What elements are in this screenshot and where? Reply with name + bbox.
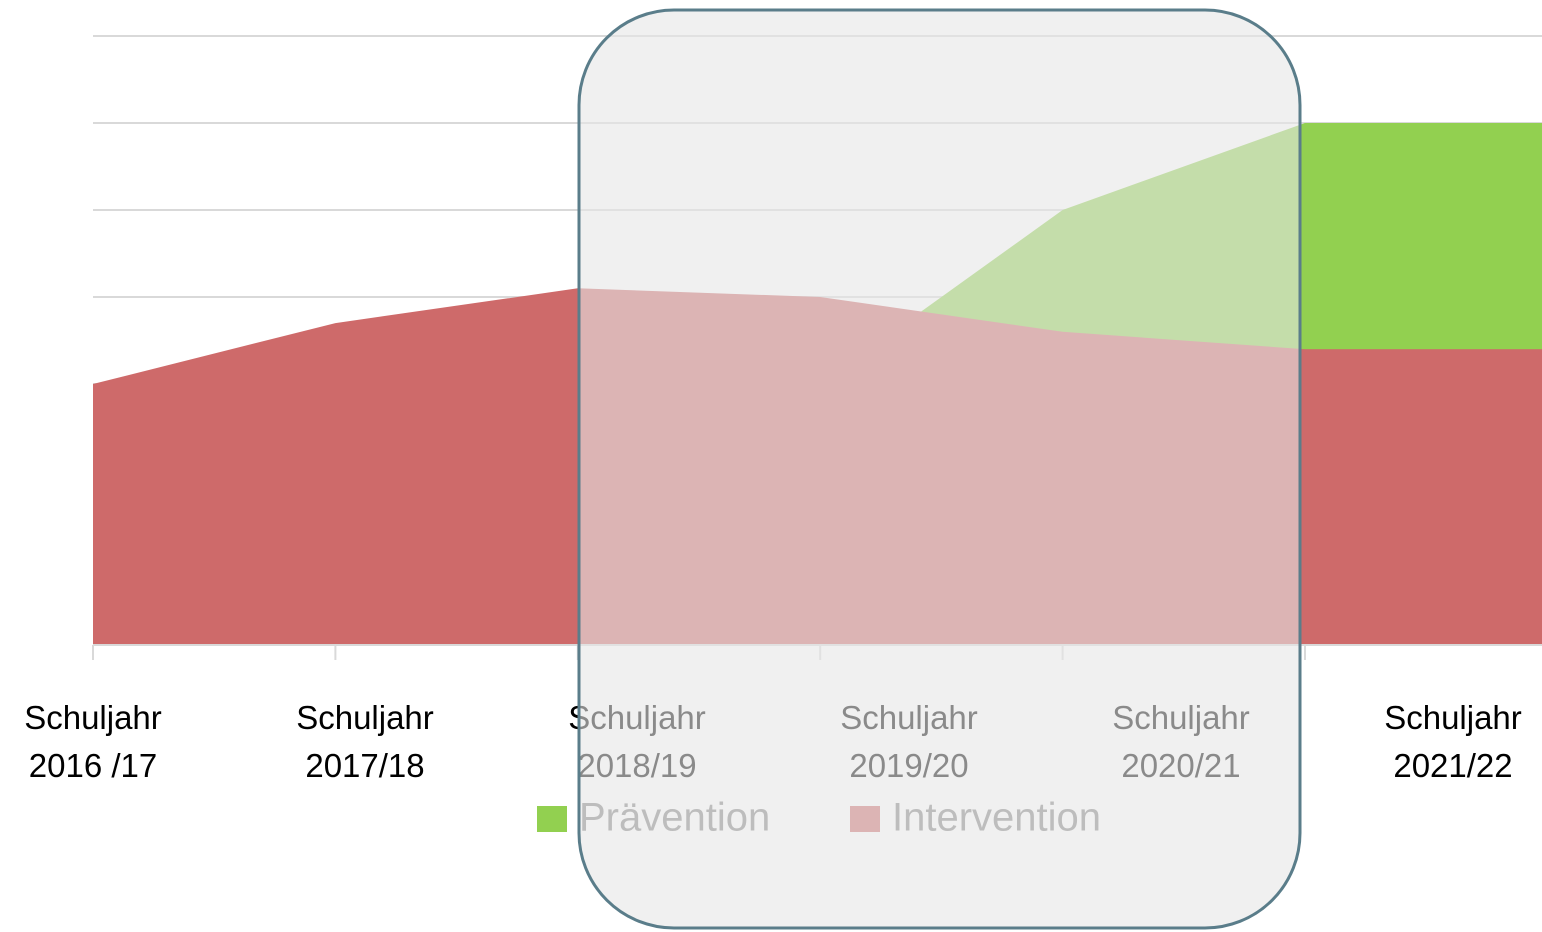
highlight-box	[577, 8, 1302, 930]
x-tick-label: Schuljahr 2016 /17	[24, 699, 162, 784]
x-tick-label: Schuljahr 2021/22	[1384, 699, 1522, 784]
legend-swatch	[537, 806, 567, 832]
x-tick-label: Schuljahr 2017/18	[296, 699, 434, 784]
area-extension	[1304, 349, 1542, 645]
